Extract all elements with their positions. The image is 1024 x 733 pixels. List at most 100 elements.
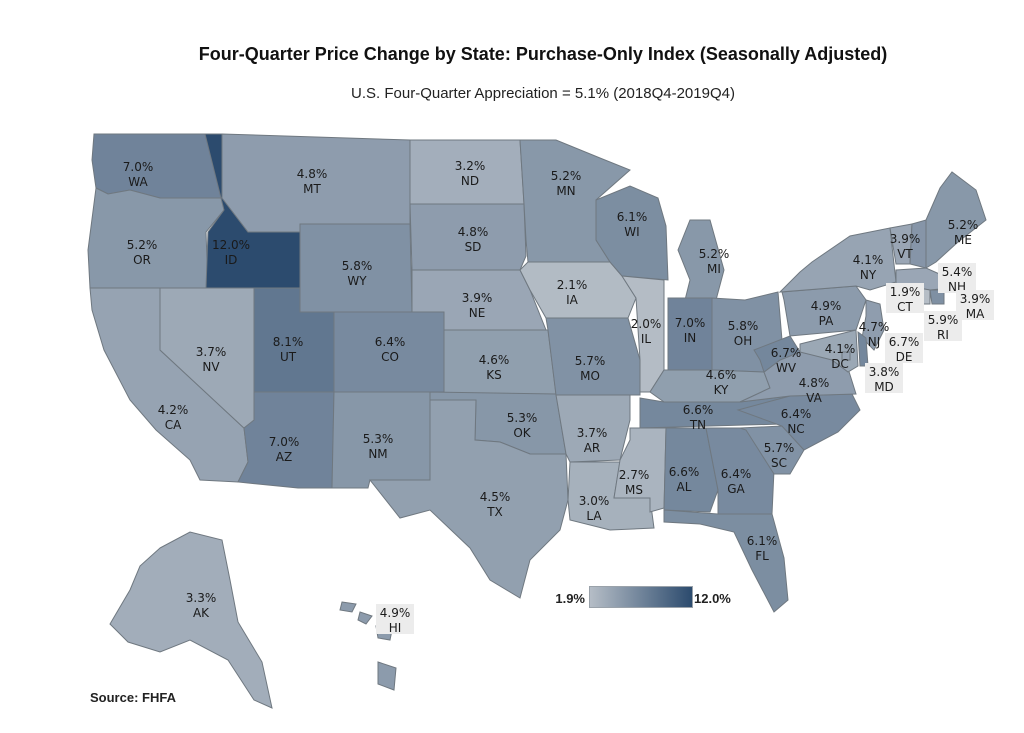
state-value-fl: 6.1%	[747, 534, 778, 548]
state-abbr-nc: NC	[787, 422, 804, 436]
state-abbr-md: MD	[874, 380, 894, 394]
state-al	[663, 427, 719, 513]
state-abbr-ca: CA	[165, 418, 182, 432]
state-value-ct: 1.9%	[890, 285, 921, 299]
state-abbr-il: IL	[641, 332, 652, 346]
state-value-hi: 4.9%	[380, 606, 411, 620]
state-value-la: 3.0%	[579, 494, 610, 508]
source-note: Source: FHFA	[90, 690, 176, 705]
state-value-ak: 3.3%	[186, 591, 217, 605]
state-abbr-sd: SD	[465, 240, 482, 254]
state-value-mn: 5.2%	[551, 169, 582, 183]
state-abbr-az: AZ	[276, 450, 292, 464]
state-me	[925, 171, 987, 269]
state-abbr-ri: RI	[937, 328, 949, 342]
state-abbr-wi: WI	[624, 225, 639, 239]
state-abbr-ms: MS	[625, 483, 643, 497]
state-abbr-mn: MN	[556, 184, 575, 198]
state-label-box-ct	[886, 283, 924, 313]
state-ak	[109, 531, 273, 709]
state-label-box-nh	[938, 263, 976, 293]
state-value-wa: 7.0%	[123, 160, 154, 174]
state-mo	[545, 317, 641, 396]
state-abbr-dc: DC	[831, 357, 849, 371]
state-value-oh: 5.8%	[728, 319, 759, 333]
state-value-ga: 6.4%	[721, 467, 752, 481]
state-abbr-ks: KS	[486, 368, 502, 382]
state-abbr-mt: MT	[303, 182, 321, 196]
state-abbr-ny: NY	[860, 268, 877, 282]
state-value-md: 3.8%	[869, 365, 900, 379]
state-value-ma: 3.9%	[960, 292, 991, 306]
state-abbr-de: DE	[896, 350, 913, 364]
state-value-nj: 4.7%	[859, 320, 890, 334]
state-sd	[409, 203, 527, 271]
state-value-nv: 3.7%	[196, 345, 227, 359]
state-abbr-la: LA	[586, 509, 602, 523]
state-value-ny: 4.1%	[853, 253, 884, 267]
state-abbr-vt: VT	[897, 247, 913, 261]
state-value-wv: 6.7%	[771, 346, 802, 360]
state-abbr-nm: NM	[368, 447, 387, 461]
state-abbr-sc: SC	[771, 456, 787, 470]
state-value-mi: 5.2%	[699, 247, 730, 261]
state-abbr-pa: PA	[819, 314, 834, 328]
state-abbr-va: VA	[806, 391, 822, 405]
state-abbr-co: CO	[381, 350, 399, 364]
legend-min-label: 1.9%	[555, 591, 585, 606]
state-abbr-ky: KY	[714, 383, 729, 397]
state-value-mt: 4.8%	[297, 167, 328, 181]
state-value-nh: 5.4%	[942, 265, 973, 279]
state-value-de: 6.7%	[889, 335, 920, 349]
state-label-box-ma	[956, 290, 994, 320]
state-value-ms: 2.7%	[619, 468, 650, 482]
map-subtitle: U.S. Four-Quarter Appreciation = 5.1% (2…	[351, 85, 735, 102]
state-value-wi: 6.1%	[617, 210, 648, 224]
state-abbr-me: ME	[954, 233, 972, 247]
state-value-il: 2.0%	[631, 317, 662, 331]
state-abbr-nj: NJ	[868, 335, 881, 349]
state-label-box-hi	[376, 604, 414, 634]
state-nj	[861, 299, 885, 351]
state-value-sd: 4.8%	[458, 225, 489, 239]
state-value-ok: 5.3%	[507, 411, 538, 425]
state-md	[799, 329, 859, 373]
state-value-ia: 2.1%	[557, 278, 588, 292]
state-hi	[339, 601, 397, 691]
state-label-box-de	[885, 333, 923, 363]
state-value-or: 5.2%	[127, 238, 158, 252]
state-abbr-tn: TN	[689, 418, 706, 432]
state-abbr-fl: FL	[755, 549, 769, 563]
state-fl	[663, 509, 789, 613]
state-value-ne: 3.9%	[462, 291, 493, 305]
state-value-ri: 5.9%	[928, 313, 959, 327]
state-abbr-oh: OH	[734, 334, 752, 348]
state-abbr-ak: AK	[193, 606, 210, 620]
state-value-me: 5.2%	[948, 218, 979, 232]
state-abbr-wy: WY	[347, 274, 367, 288]
state-abbr-id: ID	[225, 253, 238, 267]
state-value-sc: 5.7%	[764, 441, 795, 455]
state-value-id: 12.0%	[212, 238, 250, 252]
state-abbr-wa: WA	[128, 175, 148, 189]
state-value-al: 6.6%	[669, 465, 700, 479]
state-abbr-ok: OK	[513, 426, 531, 440]
state-value-in: 7.0%	[675, 316, 706, 330]
state-value-tn: 6.6%	[683, 403, 714, 417]
state-abbr-hi: HI	[389, 621, 402, 635]
state-abbr-ia: IA	[566, 293, 579, 307]
state-abbr-ct: CT	[897, 300, 913, 314]
state-abbr-or: OR	[133, 253, 151, 267]
state-value-pa: 4.9%	[811, 299, 842, 313]
legend-color-scale	[589, 586, 693, 608]
state-abbr-mi: MI	[707, 262, 721, 276]
state-wi	[595, 185, 669, 281]
state-abbr-ut: UT	[280, 350, 297, 364]
state-value-ar: 3.7%	[577, 426, 608, 440]
state-value-va: 4.8%	[799, 376, 830, 390]
state-abbr-in: IN	[684, 331, 697, 345]
state-value-ky: 4.6%	[706, 368, 737, 382]
state-value-dc: 4.1%	[825, 342, 856, 356]
state-abbr-ne: NE	[469, 306, 486, 320]
